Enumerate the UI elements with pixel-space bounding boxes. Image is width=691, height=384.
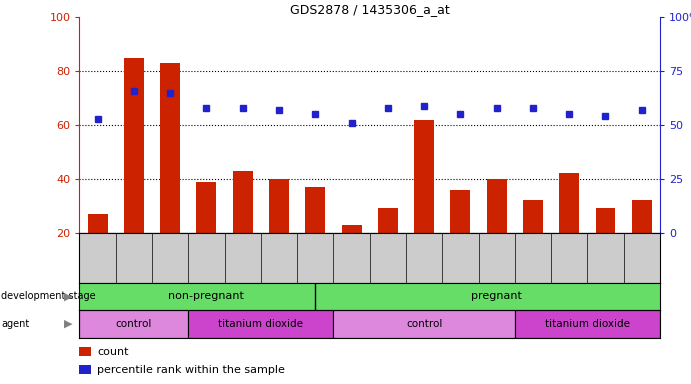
Bar: [79, 310, 188, 338]
Text: pregnant: pregnant: [471, 291, 522, 301]
Bar: [79, 347, 91, 356]
Text: percentile rank within the sample: percentile rank within the sample: [97, 365, 285, 375]
Title: GDS2878 / 1435306_a_at: GDS2878 / 1435306_a_at: [290, 3, 450, 16]
Bar: [188, 310, 333, 338]
Bar: [414, 119, 434, 286]
Text: control: control: [115, 319, 152, 329]
Bar: [79, 365, 91, 374]
Bar: [596, 209, 616, 286]
Bar: [486, 179, 507, 286]
Text: ▶: ▶: [64, 319, 73, 329]
Text: count: count: [97, 347, 129, 357]
Text: development stage: development stage: [1, 291, 96, 301]
Bar: [341, 225, 361, 286]
Bar: [451, 190, 471, 286]
Bar: [378, 209, 398, 286]
Bar: [233, 171, 253, 286]
Bar: [160, 63, 180, 286]
Bar: [124, 58, 144, 286]
Text: non-pregnant: non-pregnant: [169, 291, 245, 301]
Text: ▶: ▶: [64, 291, 73, 301]
Text: agent: agent: [1, 319, 30, 329]
Text: control: control: [406, 319, 442, 329]
Text: titanium dioxide: titanium dioxide: [218, 319, 303, 329]
Bar: [305, 187, 325, 286]
Bar: [559, 174, 579, 286]
Bar: [333, 310, 515, 338]
Bar: [88, 214, 108, 286]
Bar: [632, 200, 652, 286]
Bar: [269, 179, 289, 286]
Bar: [523, 200, 543, 286]
Bar: [196, 182, 216, 286]
Text: titanium dioxide: titanium dioxide: [545, 319, 630, 329]
Bar: [515, 310, 660, 338]
